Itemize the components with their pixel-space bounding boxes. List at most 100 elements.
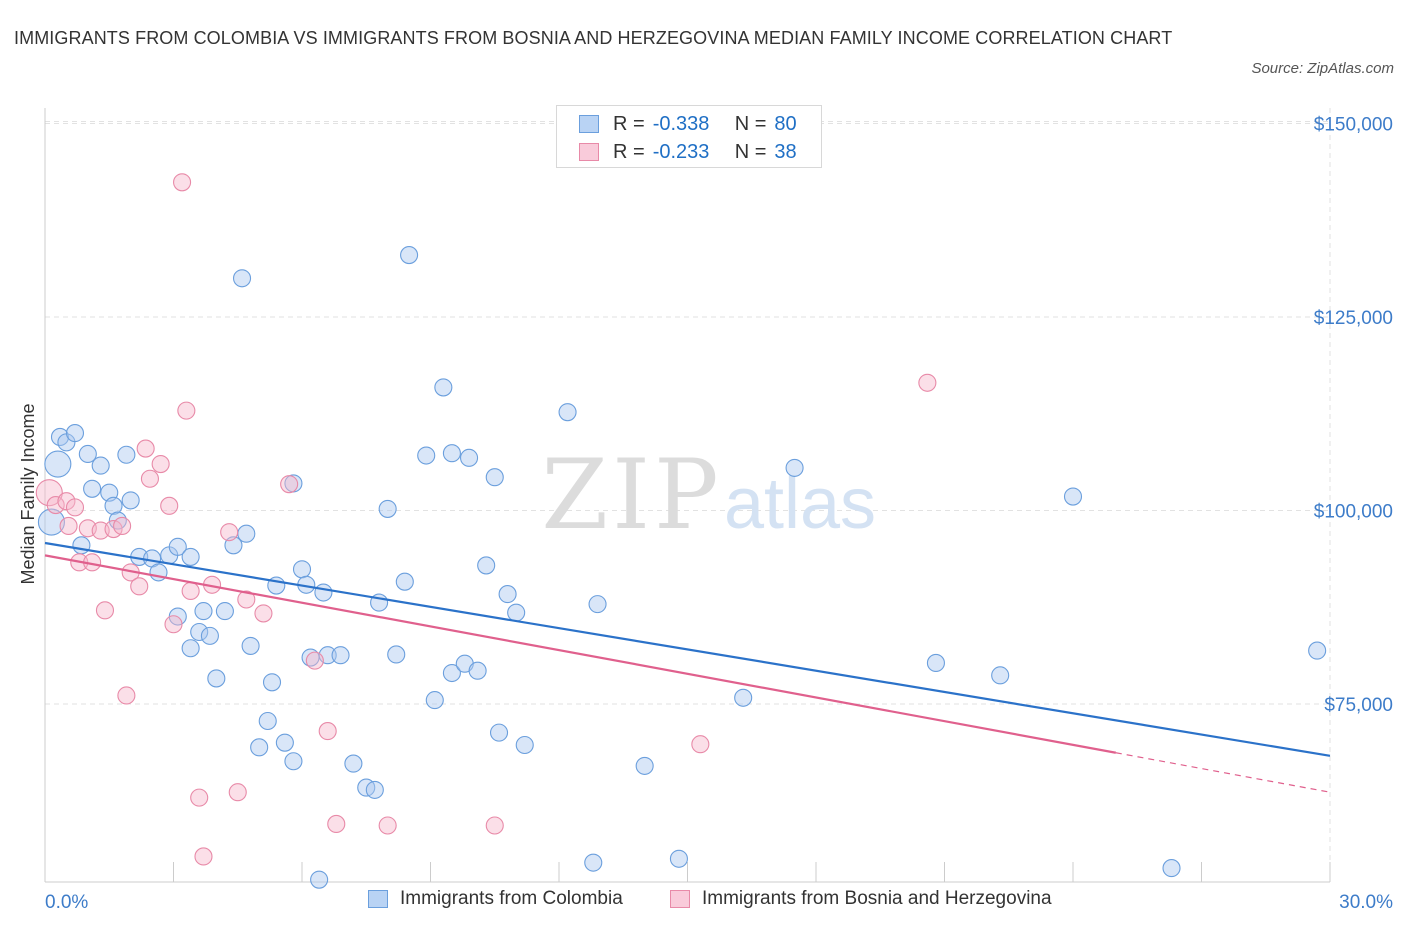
colombia-point [72,536,91,555]
bosnia-point [95,601,115,620]
colombia-point [400,246,419,265]
bosnia-point [46,496,65,515]
bosnia-point [691,735,710,754]
colombia-point [1063,487,1083,506]
bosnia-point [194,847,213,866]
watermark-atlas: atlas [724,464,876,544]
colombia-point [104,496,123,515]
colombia-point [734,688,753,707]
colombia-point [181,547,200,566]
colombia-point [515,735,534,755]
series-label-bosnia: Immigrants from Bosnia and Herzegovina [702,888,1052,909]
colombia-point [331,646,350,665]
series-legend-colombia: Immigrants from Colombia [368,888,623,910]
colombia-point [215,602,234,621]
colombia-point [395,572,414,591]
bosnia-point [130,577,149,596]
colombia-point [190,622,209,642]
legend-r-label: R = [613,112,645,135]
bosnia-point [327,814,346,834]
legend-row-bosnia: R = -0.233 N = 38 [579,139,797,165]
legend-r-value: -0.338 [652,112,710,135]
colombia-point [485,468,504,487]
series-swatch-blue [368,890,388,908]
bosnia-point [254,604,273,623]
data-points [35,173,1327,889]
legend-r-value: -0.233 [652,140,710,163]
colombia-point [181,639,200,658]
colombia-point [468,661,487,680]
bosnia-point [160,496,179,515]
colombia-point [121,491,140,510]
colombia-point [1308,641,1327,660]
colombia-point [168,537,187,556]
bosnia-trend-line [44,554,1117,754]
colombia-trend-line [44,541,1331,757]
watermark-zip: ZIP [541,439,722,551]
bosnia-point [280,475,299,494]
chart-title: IMMIGRANTS FROM COLOMBIA VS IMMIGRANTS F… [14,28,1173,48]
colombia-point [991,666,1010,685]
colombia-point [200,626,219,645]
colombia-point [262,673,282,692]
colombia-point [498,585,517,604]
colombia-point [237,524,256,543]
colombia-point [442,444,461,463]
legend-r-label: R = [613,140,645,163]
colombia-point [344,754,363,773]
colombia-point [434,378,453,397]
colombia-point [78,444,97,464]
bosnia-point [918,373,937,392]
colombia-point [387,645,406,664]
bosnia-point [113,516,132,536]
colombia-point [425,691,444,710]
axes [44,108,1331,883]
colombia-point [37,508,65,536]
colombia-point [194,602,213,621]
colombia-point [365,780,384,799]
y-tick-label: $75,000 [1324,695,1393,716]
y-tick-labels: $75,000 $100,000 $125,000 $150,000 [1314,114,1393,716]
legend-n-value: 38 [774,140,797,163]
bosnia-point [485,816,504,835]
source-label: Source: ZipAtlas.com [1251,60,1394,77]
bosnia-point [117,686,136,705]
colombia-point [275,733,294,752]
bosnia-point [65,498,85,517]
colombia-point [669,849,688,868]
bosnia-point [305,651,324,670]
bosnia-point [228,783,247,802]
y-tick-label: $100,000 [1314,501,1393,522]
y-tick-label: $150,000 [1314,114,1393,135]
colombia-point [489,723,509,742]
legend-swatch-pink [579,143,599,161]
colombia-point [926,653,945,673]
colombia-point [292,560,312,579]
colombia-point [207,669,226,688]
colombia-point [507,603,526,622]
bosnia-point [151,454,170,474]
colombia-point [785,458,804,477]
legend-row-colombia: R = -0.338 N = 80 [579,111,797,137]
bosnia-point [237,590,256,609]
bosnia-point [177,401,196,420]
colombia-point [284,752,303,771]
colombia-point [417,446,436,465]
colombia-point [241,636,260,655]
colombia-point [459,448,479,467]
bosnia-point [173,173,192,192]
colombia-point [91,456,110,475]
trend-lines [44,541,1331,793]
colombia-point [584,853,603,872]
colombia-point [558,403,577,422]
colombia-point [314,583,333,602]
bosnia-point [318,722,337,741]
colombia-point [258,711,277,731]
bosnia-point [35,479,63,507]
watermark: ZIP atlas [541,439,876,551]
colombia-point [635,756,654,775]
y-axis-label: Median Family Income [18,403,38,584]
colombia-point [65,424,85,443]
y-tick-label: $125,000 [1314,308,1393,329]
legend-n-label: N = [734,112,767,135]
